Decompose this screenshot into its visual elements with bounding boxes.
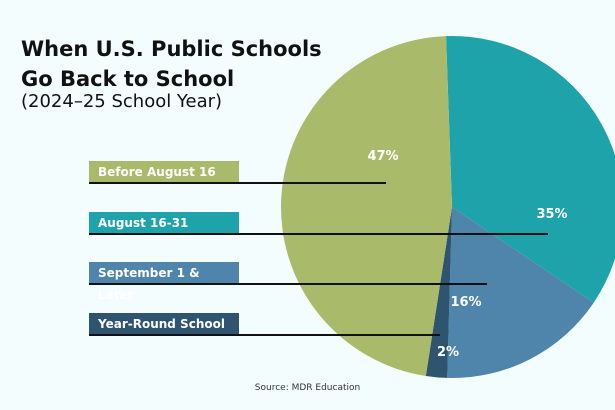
chart-subtitle: (2024–25 School Year) [21,91,223,112]
leader-line [89,233,548,235]
pie-slice-before-august-16 [280,36,452,376]
pie-slice-september-1-later [447,207,594,378]
legend-item: Year-Round School [89,313,239,335]
source-note: Source: MDR Education [254,383,361,393]
data-label: 47% [367,149,398,164]
legend-item: Before August 16 [89,161,239,183]
leader-line [89,182,386,184]
legend-item: August 16-31 [89,212,239,234]
chart-title: When U.S. Public Schools Go Back to Scho… [21,37,322,91]
leader-line [89,283,487,285]
data-label: 16% [450,295,481,310]
pie-slice-august-16-31 [446,36,615,303]
legend-item: September 1 & Later [89,262,239,302]
data-label: 2% [437,345,459,360]
leader-line [89,334,440,336]
data-label: 35% [536,207,567,222]
